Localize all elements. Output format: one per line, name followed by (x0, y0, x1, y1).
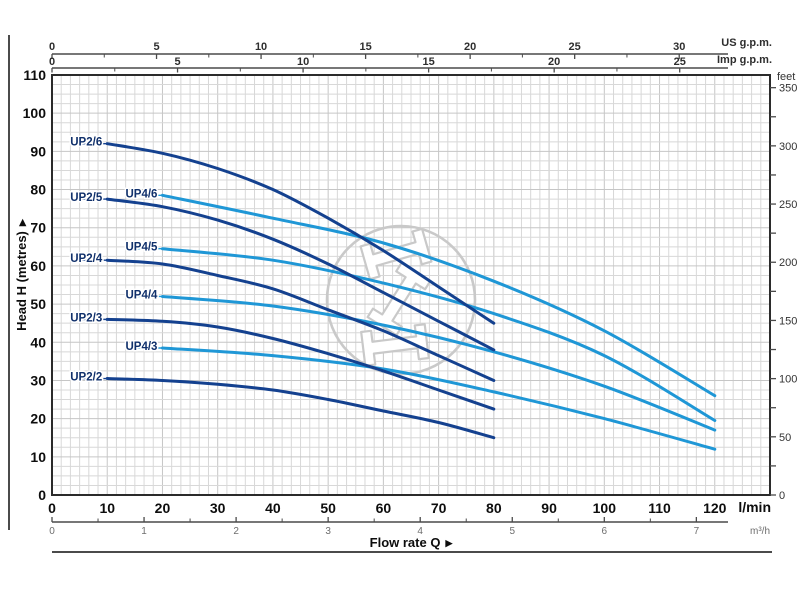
curve-label-UP4/5: UP4/5 (125, 242, 158, 254)
axes: 0 5 10 15 20 25 300 5 10 15 20 250 10 20 30 40 50 60 70 80 9… (23, 41, 798, 537)
svg-text:100: 100 (593, 500, 617, 516)
curve-labels: UP4/6 UP4/5 UP4/4 UP4/3 UP2/6 UP2/5 UP2/4 UP2/3… (69, 135, 163, 385)
svg-text:50: 50 (30, 296, 46, 312)
svg-text:90: 90 (541, 500, 557, 516)
curve-UP2/3 (105, 317, 496, 411)
curve-UP2/5 (105, 197, 496, 352)
curve-label-UP4/6: UP4/6 (125, 188, 157, 200)
svg-text:50: 50 (779, 432, 791, 444)
svg-text:20: 20 (30, 411, 46, 427)
svg-text:4: 4 (417, 526, 423, 537)
svg-text:30: 30 (210, 500, 226, 516)
curve-label-UP4/3: UP4/3 (125, 341, 157, 353)
svg-text:6: 6 (602, 526, 608, 537)
svg-text:150: 150 (779, 315, 797, 327)
svg-text:25: 25 (569, 41, 581, 53)
svg-text:120: 120 (703, 500, 727, 516)
svg-text:15: 15 (359, 41, 371, 53)
curve-label-UP4/4: UP4/4 (125, 289, 158, 301)
svg-text:2: 2 (233, 526, 239, 537)
svg-text:40: 40 (265, 500, 281, 516)
svg-text:80: 80 (486, 500, 502, 516)
m3h-unit-label: m³/h (750, 526, 770, 537)
svg-text:5: 5 (509, 526, 515, 537)
svg-text:10: 10 (30, 449, 46, 465)
us-gpm-unit-label: US g.p.m. (721, 37, 772, 49)
svg-text:7: 7 (694, 526, 700, 537)
y-axis-title-text: Head H (metres) (14, 231, 29, 331)
imp-gpm-unit-label: Imp g.p.m. (717, 54, 772, 66)
feet-unit-label: feet (777, 71, 796, 83)
svg-text:50: 50 (320, 500, 336, 516)
lmin-unit-label: l/min (738, 499, 771, 515)
curve-UP4/3 (161, 346, 717, 451)
curve-label-UP2/5: UP2/5 (70, 192, 103, 204)
curve-label-UP2/6: UP2/6 (70, 137, 102, 149)
curve-UP4/4 (161, 295, 717, 432)
svg-text:100: 100 (23, 105, 47, 121)
plot-border (51, 74, 771, 496)
svg-text:30: 30 (30, 372, 46, 388)
svg-text:0: 0 (38, 487, 46, 503)
svg-text:20: 20 (155, 500, 171, 516)
svg-text:3: 3 (325, 526, 331, 537)
svg-text:40: 40 (30, 334, 46, 350)
up-arrow-icon: ▶ (17, 219, 27, 227)
curves (105, 142, 717, 451)
svg-text:10: 10 (99, 500, 115, 516)
svg-text:0: 0 (49, 56, 55, 68)
right-arrow-icon: ▶ (445, 538, 453, 548)
svg-text:10: 10 (297, 56, 309, 68)
svg-text:200: 200 (779, 257, 797, 269)
watermark-logo (325, 224, 477, 376)
svg-text:70: 70 (431, 500, 447, 516)
svg-text:350: 350 (779, 83, 797, 95)
svg-text:25: 25 (674, 56, 686, 68)
svg-text:30: 30 (673, 41, 685, 53)
svg-text:0: 0 (49, 526, 55, 537)
svg-text:250: 250 (779, 199, 797, 211)
svg-text:1: 1 (141, 526, 147, 537)
svg-text:80: 80 (30, 182, 46, 198)
curve-UP2/4 (105, 258, 496, 382)
svg-text:90: 90 (30, 143, 46, 159)
svg-text:60: 60 (30, 258, 46, 274)
svg-text:0: 0 (49, 41, 55, 53)
svg-text:15: 15 (423, 56, 435, 68)
svg-text:0: 0 (48, 500, 56, 516)
x-axis-title-text: Flow rate Q (369, 535, 441, 550)
svg-text:60: 60 (376, 500, 392, 516)
curve-label-UP2/2: UP2/2 (70, 372, 102, 384)
svg-text:0: 0 (779, 490, 785, 502)
svg-text:300: 300 (779, 141, 797, 153)
curve-label-UP2/3: UP2/3 (70, 312, 102, 324)
svg-text:5: 5 (153, 41, 159, 53)
svg-text:20: 20 (464, 41, 476, 53)
x-axis-title: Flow rate Q ▶ (52, 535, 770, 550)
y-axis-title: Head H (metres) ▶ (14, 110, 29, 440)
svg-text:5: 5 (174, 56, 180, 68)
curve-UP2/2 (105, 377, 496, 440)
svg-text:20: 20 (548, 56, 560, 68)
svg-text:110: 110 (648, 500, 671, 516)
curve-UP2/6 (105, 142, 496, 325)
svg-text:110: 110 (23, 67, 46, 83)
svg-text:70: 70 (30, 220, 46, 236)
curve-UP4/6 (161, 193, 717, 398)
svg-text:100: 100 (779, 374, 797, 386)
curve-label-UP2/4: UP2/4 (70, 253, 103, 265)
svg-text:10: 10 (255, 41, 267, 53)
curve-UP4/5 (161, 247, 717, 422)
